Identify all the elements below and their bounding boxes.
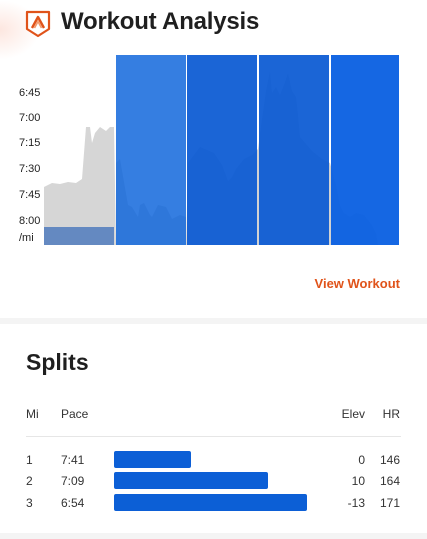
split-mile: 1 — [26, 453, 33, 467]
split-elev: 10 — [351, 474, 365, 488]
col-header-pace: Pace — [61, 407, 89, 421]
y-axis-tick-label: 8:00 — [19, 215, 41, 227]
pace-bar[interactable] — [259, 55, 329, 245]
y-axis-tick-label: 7:15 — [19, 137, 41, 149]
y-axis-tick-label: 6:45 — [19, 87, 41, 99]
y-axis-tick-label: 7:45 — [19, 189, 41, 201]
split-elev: 0 — [358, 453, 365, 467]
col-header-mi: Mi — [26, 407, 39, 421]
split-mile: 3 — [26, 496, 33, 510]
app-logo-icon — [25, 10, 51, 38]
split-hr: 146 — [379, 453, 400, 467]
split-row[interactable]: 3 6:54 -13 171 — [0, 494, 427, 514]
split-hr: 164 — [379, 474, 400, 488]
pace-bar[interactable] — [331, 55, 399, 245]
pace-bar[interactable] — [116, 55, 186, 245]
page-title: Workout Analysis — [61, 8, 260, 35]
split-elev: -13 — [347, 496, 365, 510]
split-pace-bar — [114, 472, 268, 489]
pace-chart[interactable]: 6:45 7:00 7:15 7:30 7:45 8:00/mi — [0, 55, 427, 265]
split-pace: 7:09 — [61, 474, 85, 488]
header: Workout Analysis — [0, 0, 427, 60]
col-header-hr: HR — [382, 407, 400, 421]
splits-title: Splits — [26, 349, 89, 375]
split-mile: 2 — [26, 474, 33, 488]
y-axis-tick-label: 7:00 — [19, 112, 41, 124]
split-pace: 6:54 — [61, 496, 85, 510]
split-row[interactable]: 2 7:09 10 164 — [0, 472, 427, 492]
col-header-elev: Elev — [341, 407, 365, 421]
split-hr: 171 — [379, 496, 400, 510]
section-divider — [0, 533, 427, 539]
pace-chart-svg — [44, 55, 399, 245]
y-axis-tick-label: 7:30 — [19, 163, 41, 175]
elevation-area — [44, 127, 116, 245]
header-separator — [26, 436, 401, 437]
pace-bar[interactable] — [44, 227, 114, 245]
y-axis-tick-label: /mi — [19, 232, 34, 244]
section-divider — [0, 318, 427, 324]
split-pace: 7:41 — [61, 453, 85, 467]
split-pace-bar — [114, 451, 191, 468]
view-workout-link[interactable]: View Workout — [314, 276, 400, 291]
pace-bar[interactable] — [187, 55, 257, 245]
split-pace-bar — [114, 494, 307, 511]
split-row[interactable]: 1 7:41 0 146 — [0, 451, 427, 471]
